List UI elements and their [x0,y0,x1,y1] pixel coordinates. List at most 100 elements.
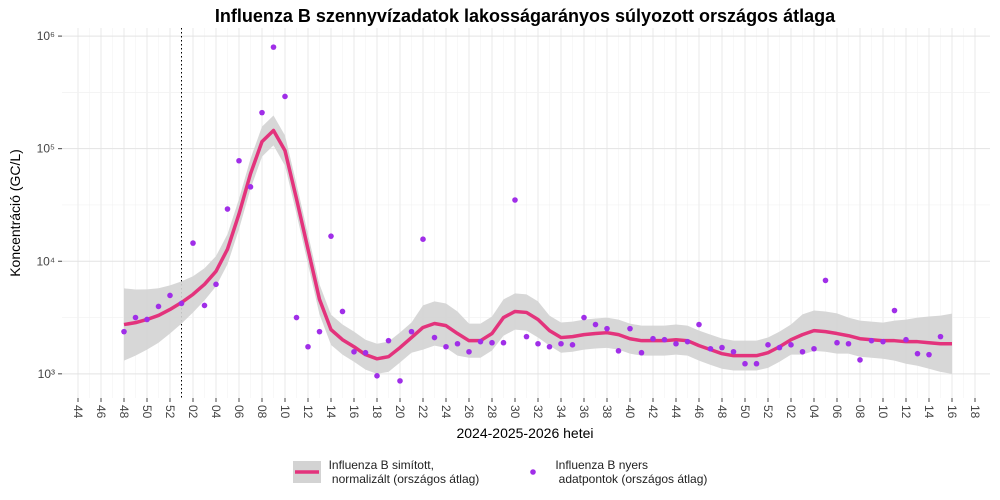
x-tick-label: 50 [738,405,752,419]
data-point [880,338,886,345]
y-axis-title: Koncentráció (GC/L) [7,149,23,277]
data-point [477,338,484,345]
data-point [776,344,783,351]
data-point [822,277,829,284]
legend-key [292,461,321,483]
x-tick-label: 18 [370,405,384,419]
x-tick-label: 32 [531,405,545,419]
data-point [673,340,679,347]
data-point [615,348,622,354]
x-tick-label: 20 [393,405,407,419]
data-point [489,339,495,346]
data-point [661,336,668,343]
x-axis-title: 2024-2025-2026 hetei [456,425,593,441]
x-tick-label: 16 [347,405,361,419]
y-tick-label: 10³ [38,367,55,381]
data-point [443,343,449,350]
data-point [788,342,794,348]
data-point [523,333,530,340]
x-tick-label: 06 [232,405,246,419]
data-point [155,303,162,310]
x-tick-label: 10 [876,405,890,419]
legend: Influenza B simított, normalizált (orszá… [0,458,1000,486]
data-point [201,302,208,309]
x-tick-label: 46 [692,405,706,419]
data-point [581,314,587,321]
data-point [270,44,277,50]
y-tick-label: 10⁵ [37,142,55,156]
x-tick-label: 14 [324,405,338,419]
data-point [719,344,725,351]
data-point [604,325,610,332]
x-tick-label: 12 [301,405,315,419]
data-point [167,292,173,299]
x-tick-label: 04 [807,405,821,419]
data-point [730,348,737,355]
x-tick-label: 30 [508,405,522,419]
legend-item: Influenza B nyers adatpontok (országos á… [519,458,707,486]
data-point [650,335,656,342]
x-tick-label: 06 [830,405,844,419]
x-tick-label: 08 [255,405,269,419]
data-point [857,357,863,363]
data-point [351,348,357,355]
data-point [282,93,288,100]
data-point [811,345,817,352]
data-point [926,351,932,358]
data-point [903,336,909,343]
x-tick-label: 36 [577,405,591,419]
data-point [236,157,242,164]
data-point [408,328,415,335]
x-tick-label: 40 [623,405,637,419]
data-point [845,340,852,347]
confidence-band [124,115,952,374]
data-point [224,206,231,212]
data-point [707,345,714,352]
x-tick-label: 10 [278,405,292,419]
x-tick-label: 28 [485,405,499,419]
chart-title: Influenza B szennyvízadatok lakosságarán… [215,6,836,26]
data-point [834,339,840,346]
data-point [374,373,380,379]
x-tick-label: 16 [945,405,959,419]
legend-label: Influenza B nyers adatpontok (országos á… [555,458,708,486]
data-point [466,348,472,355]
data-point [742,360,748,367]
x-tick-label: 50 [140,405,154,419]
data-point [144,316,150,323]
x-tick-label: 12 [899,405,913,419]
data-point [454,340,461,347]
data-point [431,334,438,341]
legend-key [530,469,537,475]
data-point [178,300,185,307]
smoothed-line [123,128,952,361]
data-point [684,338,691,345]
x-tick-label: 02 [186,405,200,419]
x-tick-label: 08 [853,405,867,419]
legend-item: Influenza B simított, normalizált (orszá… [292,458,479,486]
x-tick-label: 22 [416,405,430,419]
data-point [305,343,311,350]
x-tick-label: 44 [71,405,85,419]
data-point [259,109,265,116]
data-point [753,360,760,367]
x-tick-label: 52 [761,405,775,419]
x-tick-label: 34 [554,405,568,419]
data-point [546,343,553,350]
data-point [339,308,346,315]
data-point [937,333,944,340]
data-point [420,236,426,242]
data-point [765,342,771,348]
x-tick-label: 48 [715,405,729,419]
data-point [638,349,645,356]
data-point [558,340,564,347]
data-point [397,378,403,384]
data-point [328,233,334,239]
x-tick-label: 52 [163,405,177,419]
data-point [213,281,219,288]
x-tick-label: 48 [117,405,131,419]
x-tick-label: 14 [922,405,936,419]
x-tick-label: 46 [94,405,108,419]
data-point [385,337,392,344]
x-tick-label: 04 [209,405,223,419]
